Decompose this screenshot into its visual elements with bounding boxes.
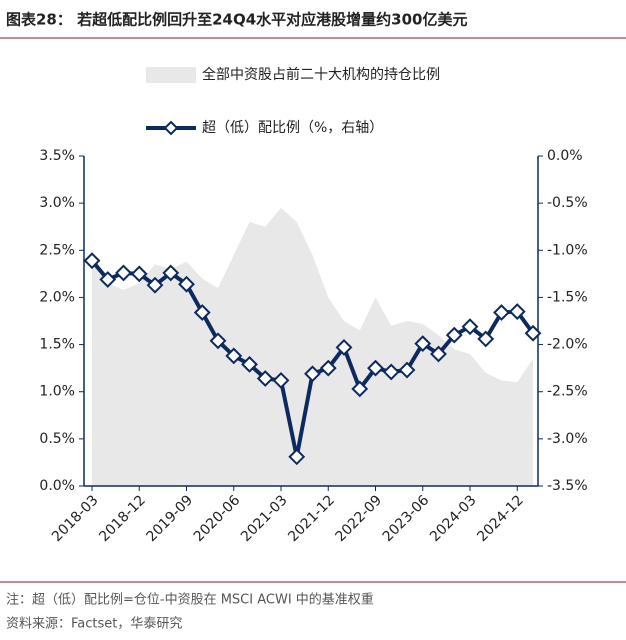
marker — [445, 326, 463, 344]
area — [92, 207, 533, 486]
y2-tick-label: -2.0% — [547, 337, 588, 353]
marker — [304, 365, 321, 383]
y-tick-label: 3.0% — [39, 195, 75, 211]
marker — [414, 335, 432, 353]
marker — [83, 252, 101, 270]
marker — [524, 324, 542, 342]
x-tick-label: 2018-03 — [49, 492, 102, 545]
marker — [493, 304, 510, 321]
x-tick-label: 2024-12 — [474, 492, 527, 545]
marker — [319, 359, 337, 377]
marker — [430, 345, 447, 363]
x-tick-label: 2022-09 — [332, 492, 385, 545]
marker — [99, 271, 117, 288]
marker — [477, 330, 495, 348]
marker — [209, 332, 227, 350]
y2-tick-label: -3.5% — [547, 478, 588, 494]
y2-tick-label: -0.5% — [547, 195, 588, 211]
y-tick-label: 0.0% — [39, 478, 75, 494]
marker — [335, 338, 353, 356]
x-tick-label: 2023-06 — [380, 492, 433, 545]
x-tick-label: 2018-12 — [96, 492, 149, 545]
marker — [178, 275, 195, 293]
marker — [256, 370, 274, 387]
y2-tick-label: -1.0% — [547, 242, 588, 258]
marker — [351, 380, 369, 398]
y-tick-label: 1.5% — [39, 337, 75, 353]
legend-swatch — [146, 67, 196, 83]
legend-label: 超（低）配比例（%，右轴） — [202, 120, 383, 136]
marker — [193, 304, 211, 321]
chart-title: 图表28： 若超低配比例回升至24Q4水平对应港股增量约300亿美元 — [6, 11, 467, 29]
x-tick-label: 2021-12 — [285, 492, 338, 545]
legend-label: 全部中资股占前二十大机构的持仓比例 — [202, 66, 440, 83]
marker — [162, 264, 180, 282]
marker — [225, 347, 243, 365]
y-tick-label: 2.0% — [39, 289, 75, 305]
legend-marker — [163, 120, 179, 136]
marker — [241, 355, 258, 373]
marker — [367, 359, 384, 377]
marker — [382, 363, 400, 381]
source: 资料来源：Factset，华泰研究 — [6, 617, 182, 632]
marker — [398, 361, 416, 379]
y-tick-label: 3.5% — [39, 148, 75, 164]
marker — [461, 318, 479, 336]
marker — [288, 448, 306, 466]
y2-tick-label: -1.5% — [547, 289, 588, 305]
notes: 注：超（低）配比例=仓位-中资股在 MSCI ACWI 中的基准权重 — [6, 592, 374, 608]
marker — [146, 276, 164, 294]
marker — [272, 371, 290, 389]
x-tick-label: 2019-09 — [143, 492, 196, 545]
x-tick-label: 2020-06 — [191, 492, 244, 545]
marker — [130, 265, 148, 283]
marker — [508, 303, 526, 320]
y2-tick-label: -3.0% — [547, 431, 588, 447]
marker — [115, 264, 132, 282]
y2-tick-label: -2.5% — [547, 384, 588, 400]
y-tick-label: 0.5% — [39, 431, 75, 447]
y-tick-label: 2.5% — [39, 242, 75, 258]
y-tick-label: 1.0% — [39, 384, 75, 400]
y2-tick-label: 0.0% — [547, 148, 583, 164]
x-tick-label: 2024-03 — [427, 492, 480, 545]
x-tick-label: 2021-03 — [238, 492, 291, 545]
